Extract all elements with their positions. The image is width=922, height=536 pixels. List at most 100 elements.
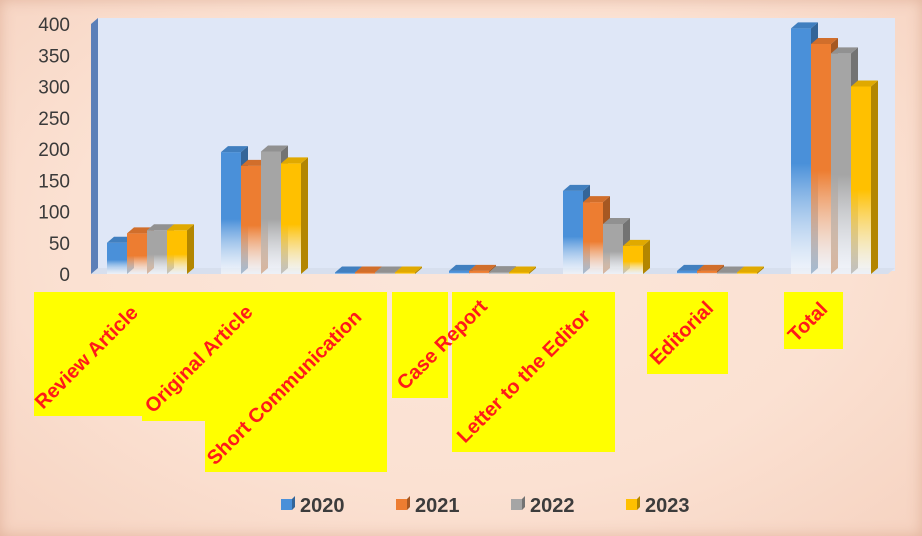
bar-top — [851, 80, 878, 87]
bar — [623, 239, 650, 274]
bar-front — [449, 270, 469, 274]
legend-swatch-side — [292, 496, 295, 510]
bar-front — [509, 272, 529, 274]
bar-top — [375, 266, 402, 273]
y-axis-ticks: 0 50 100 150 200 250 300 350 400 — [38, 15, 70, 286]
bar-front — [127, 233, 147, 274]
bar-front — [677, 270, 697, 274]
bar-front — [563, 190, 583, 274]
bar-front — [395, 272, 415, 274]
bar-front — [355, 272, 375, 274]
bar-front — [167, 230, 187, 274]
category-label-highlight — [392, 292, 448, 398]
legend-swatch — [396, 499, 407, 510]
bar-top — [677, 264, 704, 271]
y-tick-label: 350 — [38, 46, 70, 67]
bar-top — [563, 184, 590, 191]
legend-label: 2022 — [530, 495, 575, 517]
bar-top — [509, 266, 536, 273]
bar-top — [281, 157, 308, 164]
bar-top — [583, 196, 610, 203]
bar-top — [697, 264, 724, 271]
bar-front — [583, 202, 603, 274]
bar-side — [529, 266, 536, 274]
bar-front — [261, 151, 281, 274]
bar — [167, 224, 194, 274]
legend-label: 2020 — [300, 495, 345, 517]
bar-top — [167, 224, 194, 231]
bar-front — [831, 53, 851, 274]
category-label-highlight — [452, 292, 615, 452]
legend-item: 2020 — [281, 495, 345, 517]
legend-swatch — [511, 499, 522, 510]
bar — [737, 266, 764, 274]
bar — [281, 157, 308, 274]
bar-front — [469, 270, 489, 274]
legend-swatch-side — [522, 496, 525, 510]
legend-swatch-side — [637, 496, 640, 510]
bar-front — [335, 272, 355, 274]
y-tick-label: 250 — [38, 109, 70, 130]
bar-top — [737, 266, 764, 273]
bar-side — [187, 224, 194, 274]
bar-top — [221, 146, 248, 153]
bar-front — [489, 272, 509, 274]
legend-item: 2022 — [511, 495, 575, 517]
legend-swatch-side — [407, 496, 410, 510]
legend-item: 2021 — [396, 495, 460, 517]
bar-top — [261, 145, 288, 152]
legend: 2020 2021 2022 2023 — [281, 495, 690, 517]
category-label-highlight — [647, 292, 728, 374]
bar-front — [241, 165, 261, 274]
bar-front — [603, 224, 623, 274]
bar-top — [603, 218, 630, 224]
bar — [509, 266, 536, 274]
legend-label: 2021 — [415, 495, 460, 517]
bar-side — [643, 239, 650, 274]
category-label-highlight — [205, 292, 387, 472]
bar-top — [147, 224, 174, 231]
y-tick-label: 400 — [38, 15, 70, 36]
y-tick-label: 300 — [38, 78, 70, 99]
bar-top — [831, 47, 858, 54]
bar-top — [811, 38, 838, 44]
bar-front — [697, 270, 717, 274]
bar-top — [355, 266, 382, 273]
bar-top — [489, 266, 516, 273]
bar-front — [623, 245, 643, 274]
plot-area-background — [98, 18, 895, 271]
bar-side — [871, 80, 878, 274]
bar-side — [415, 266, 422, 274]
bar-front — [107, 242, 127, 274]
bar — [395, 266, 422, 274]
y-tick-label: 200 — [38, 140, 70, 161]
legend-swatch — [626, 499, 637, 510]
bar-front — [737, 272, 757, 274]
y-tick-label: 100 — [38, 203, 70, 224]
y-tick-label: 0 — [59, 265, 70, 286]
bar-front — [811, 44, 831, 274]
bar-front — [375, 272, 395, 274]
bar-front — [221, 152, 241, 274]
bar-top — [335, 266, 362, 273]
category-label-highlight — [34, 292, 147, 416]
bar-top — [449, 264, 476, 271]
bar-front — [281, 163, 301, 274]
legend-swatch — [281, 499, 292, 510]
bar-front — [717, 272, 737, 274]
bar-front — [791, 28, 811, 274]
bar-top — [395, 266, 422, 273]
bar-front — [851, 86, 871, 274]
bar-side — [301, 157, 308, 274]
y-axis-wall — [91, 18, 98, 274]
bars — [107, 22, 878, 274]
legend-label: 2023 — [645, 495, 690, 517]
y-tick-label: 150 — [38, 171, 70, 192]
bar-top — [717, 266, 744, 273]
bar-side — [757, 266, 764, 274]
bar — [851, 80, 878, 274]
y-tick-label: 50 — [49, 234, 70, 255]
